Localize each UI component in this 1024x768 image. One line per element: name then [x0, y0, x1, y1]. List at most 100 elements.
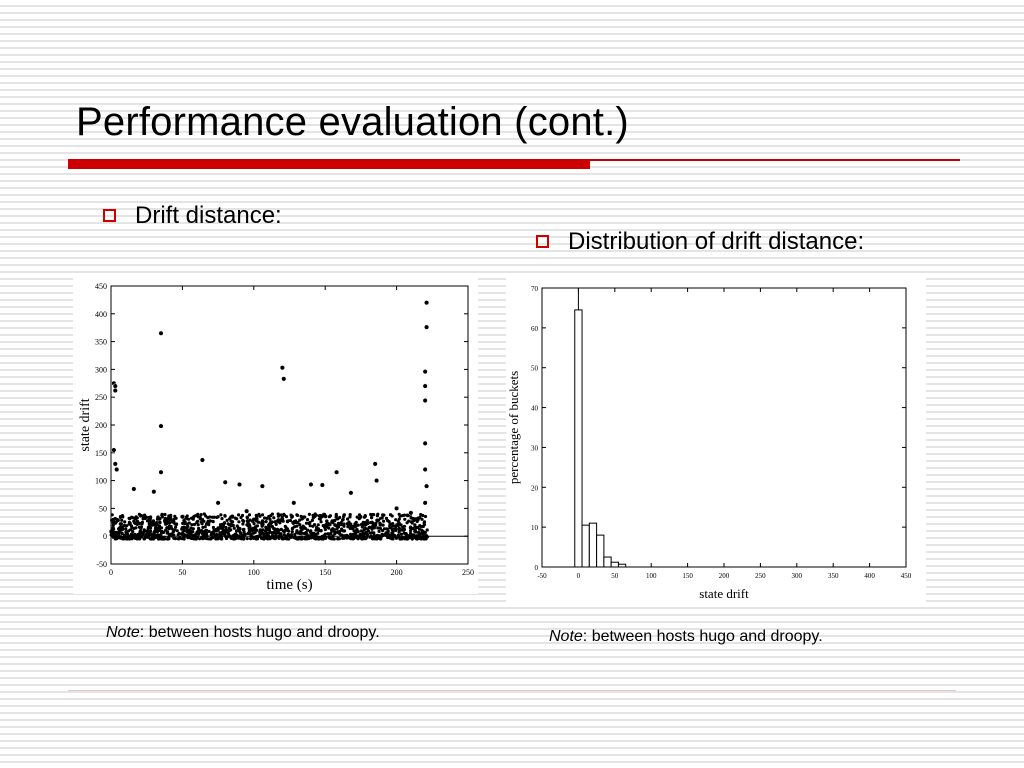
- sample-point: [311, 535, 315, 539]
- sample-point: [273, 529, 277, 533]
- sample-point: [331, 534, 335, 538]
- sample-point: [310, 518, 314, 522]
- sample-point: [260, 536, 264, 540]
- data-point: [179, 514, 185, 520]
- sample-point: [190, 523, 194, 527]
- sample-point: [409, 529, 413, 533]
- sample-point: [237, 520, 241, 524]
- x-axis-label: state drift: [699, 586, 749, 601]
- sample-point: [420, 517, 424, 521]
- x-tick-label: 400: [864, 572, 875, 580]
- sample-point: [249, 535, 253, 539]
- sample-point: [336, 530, 340, 534]
- sample-point: [377, 518, 381, 522]
- sample-point: [342, 524, 346, 528]
- x-tick-label: 450: [901, 572, 912, 580]
- sample-point: [291, 521, 296, 525]
- sample-point: [187, 528, 191, 532]
- sample-point: [225, 518, 229, 522]
- sample-point: [303, 537, 307, 541]
- sample-point: [224, 525, 228, 530]
- data-point: [158, 423, 164, 429]
- sample-point: [389, 533, 393, 537]
- sample-point: [247, 523, 251, 527]
- sample-point: [270, 524, 274, 529]
- sample-point: [307, 521, 311, 526]
- sample-point: [285, 520, 290, 524]
- sample-point: [148, 515, 152, 519]
- sample-point: [220, 522, 224, 526]
- sample-point: [172, 533, 176, 537]
- sample-point: [271, 533, 275, 537]
- y-tick-label: 10: [531, 524, 539, 532]
- sample-point: [152, 536, 156, 540]
- sample-point: [139, 514, 143, 518]
- sample-point: [241, 528, 245, 532]
- sample-point: [147, 533, 151, 537]
- square-bullet-icon: [103, 209, 116, 222]
- sample-point: [264, 525, 268, 529]
- sample-point: [372, 531, 376, 535]
- sample-point: [133, 532, 137, 536]
- sample-point: [334, 514, 338, 518]
- y-tick-label: 350: [95, 338, 107, 347]
- sample-point: [285, 536, 289, 540]
- sample-point: [363, 526, 367, 530]
- sample-point: [226, 529, 230, 533]
- sample-point: [313, 512, 317, 516]
- sample-point: [211, 525, 215, 530]
- sample-point: [394, 524, 398, 528]
- x-tick-label: 0: [109, 568, 113, 577]
- y-tick-label: 0: [535, 564, 539, 572]
- sample-point: [176, 533, 180, 537]
- sample-point: [319, 520, 323, 524]
- histogram-bar: [574, 309, 583, 568]
- sample-point: [273, 537, 277, 541]
- sample-point: [391, 522, 395, 526]
- sample-point: [131, 530, 135, 534]
- sample-point: [320, 536, 324, 540]
- sample-point: [342, 536, 346, 540]
- sample-point: [381, 513, 385, 517]
- x-tick-label: 100: [646, 572, 657, 580]
- sample-point: [337, 537, 341, 541]
- sample-point: [420, 528, 424, 532]
- data-point: [334, 469, 340, 475]
- sample-point: [336, 517, 340, 521]
- sample-point: [219, 513, 223, 517]
- x-tick-label: 150: [682, 572, 693, 580]
- sample-point: [382, 519, 386, 523]
- histogram-panel: 0 10 20 30 40 50 60 70 -50 0 50 100 150 200 250 300 350 4…: [506, 276, 926, 606]
- sample-point: [279, 513, 283, 517]
- sample-point: [316, 531, 320, 535]
- sample-point: [279, 535, 283, 539]
- sample-point: [384, 516, 389, 520]
- sample-point: [202, 512, 206, 516]
- sample-point: [380, 529, 385, 533]
- sample-point: [231, 534, 235, 538]
- sample-point: [389, 525, 393, 529]
- sample-point: [331, 529, 336, 533]
- sample-point: [211, 520, 215, 524]
- sample-point: [171, 530, 175, 534]
- sample-point: [198, 515, 202, 520]
- sample-point: [383, 533, 387, 537]
- sample-point: [295, 536, 299, 541]
- sample-point: [215, 537, 219, 541]
- sample-point: [342, 529, 346, 533]
- sample-point: [276, 529, 280, 533]
- x-tick-label: 350: [828, 572, 839, 580]
- sample-point: [228, 517, 232, 521]
- note-text: : between hosts hugo and droopy.: [139, 624, 380, 641]
- sample-point: [394, 536, 398, 540]
- sample-point: [367, 525, 372, 529]
- sample-point: [136, 535, 140, 540]
- bullet-text: Drift distance:: [135, 202, 282, 229]
- sample-point: [247, 513, 252, 517]
- sample-point: [200, 522, 204, 526]
- sample-point: [274, 522, 278, 526]
- data-point: [424, 483, 430, 489]
- sample-point: [404, 532, 408, 536]
- sample-point: [214, 527, 218, 532]
